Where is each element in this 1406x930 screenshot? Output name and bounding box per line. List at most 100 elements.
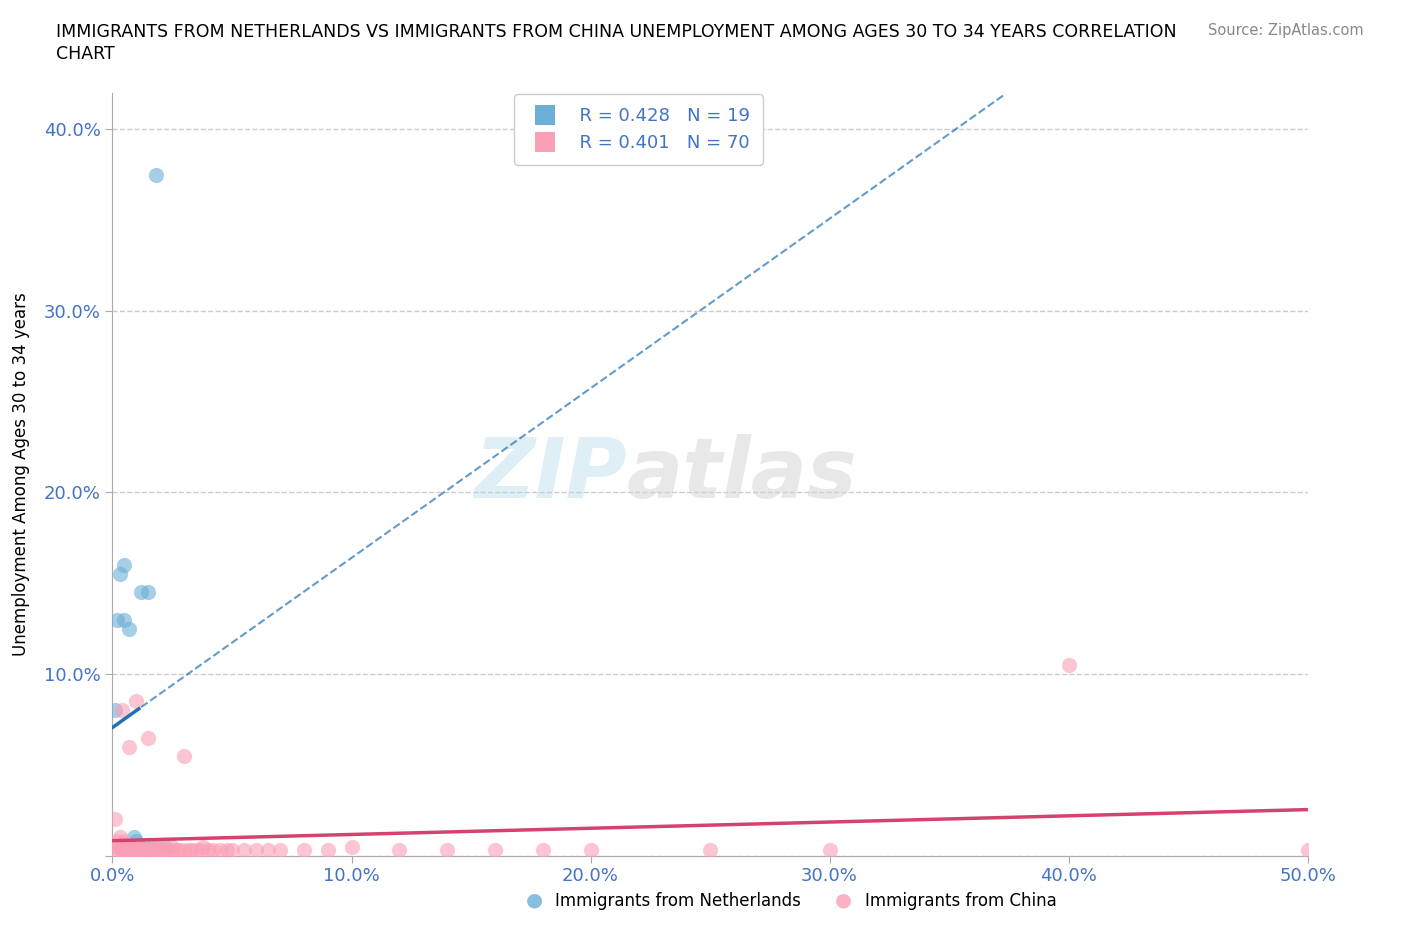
Point [145, 839, 167, 854]
Point [104, 839, 127, 854]
Point [111, 843, 134, 857]
Point [104, 703, 127, 718]
Point [197, 843, 219, 857]
Point [104, 812, 127, 827]
Text: Source: ZipAtlas.com: Source: ZipAtlas.com [1208, 23, 1364, 38]
Point [105, 843, 128, 857]
Point [579, 843, 602, 857]
Point [190, 843, 212, 857]
Point [128, 843, 150, 857]
Point [269, 843, 291, 857]
Point [118, 621, 141, 636]
Text: ●: ● [835, 891, 852, 910]
Point [180, 843, 202, 857]
Point [201, 843, 224, 857]
Point [125, 843, 148, 857]
Text: IMMIGRANTS FROM NETHERLANDS VS IMMIGRANTS FROM CHINA UNEMPLOYMENT AMONG AGES 30 : IMMIGRANTS FROM NETHERLANDS VS IMMIGRANT… [56, 23, 1177, 41]
Point [122, 830, 145, 844]
Point [166, 843, 188, 857]
Text: ●: ● [526, 891, 543, 910]
Y-axis label: Unemployment Among Ages 30 to 34 years: Unemployment Among Ages 30 to 34 years [11, 292, 30, 657]
Point [129, 585, 152, 600]
Point [162, 839, 183, 854]
Point [108, 566, 131, 581]
Point [105, 833, 128, 848]
Point [122, 843, 145, 857]
Point [436, 843, 458, 857]
Point [169, 843, 191, 857]
Text: Immigrants from Netherlands: Immigrants from Netherlands [555, 892, 801, 910]
Point [209, 843, 232, 857]
Point [115, 839, 138, 854]
Legend:   R = 0.428   N = 19,   R = 0.401   N = 70: R = 0.428 N = 19, R = 0.401 N = 70 [515, 95, 762, 165]
Point [121, 843, 143, 857]
Point [114, 843, 135, 857]
Point [114, 833, 135, 848]
Point [177, 843, 200, 857]
Text: ZIP: ZIP [474, 433, 627, 515]
Point [138, 585, 160, 600]
Point [138, 843, 160, 857]
Point [132, 839, 155, 854]
Point [233, 843, 256, 857]
Point [111, 839, 134, 854]
Point [388, 843, 411, 857]
Point [531, 843, 554, 857]
Point [125, 694, 148, 709]
Point [699, 843, 721, 857]
Point [129, 843, 152, 857]
Point [173, 749, 195, 764]
Point [121, 839, 143, 854]
Point [818, 843, 841, 857]
Point [484, 843, 506, 857]
Point [186, 843, 208, 857]
Point [118, 739, 141, 754]
Point [121, 839, 143, 854]
Point [111, 839, 134, 854]
Point [142, 839, 165, 854]
Point [149, 839, 172, 854]
Point [142, 843, 165, 857]
Point [139, 843, 162, 857]
Point [108, 843, 131, 857]
Point [115, 839, 138, 854]
Point [138, 730, 160, 745]
Point [156, 843, 179, 857]
Point [111, 703, 134, 718]
Point [340, 839, 363, 854]
Point [149, 843, 172, 857]
Point [292, 843, 315, 857]
Point [162, 843, 183, 857]
Point [125, 839, 148, 854]
Point [1057, 658, 1080, 672]
Point [108, 830, 131, 844]
Point [245, 843, 267, 857]
Point [108, 839, 131, 854]
Point [114, 558, 135, 573]
Point [257, 843, 280, 857]
Point [217, 843, 239, 857]
Point [115, 843, 138, 857]
Point [316, 843, 339, 857]
Point [153, 839, 176, 854]
Point [145, 843, 167, 857]
Point [128, 837, 150, 852]
Point [145, 167, 167, 182]
Point [114, 839, 135, 854]
Point [132, 843, 155, 857]
Point [193, 839, 215, 854]
Text: atlas: atlas [627, 433, 858, 515]
Point [118, 843, 141, 857]
Point [118, 839, 141, 854]
Point [173, 843, 195, 857]
Point [105, 612, 128, 627]
Text: Immigrants from China: Immigrants from China [865, 892, 1056, 910]
Point [146, 843, 169, 857]
Text: CHART: CHART [56, 45, 115, 62]
Point [125, 833, 148, 848]
Point [153, 843, 176, 857]
Point [1296, 843, 1319, 857]
Point [114, 612, 135, 627]
Point [221, 843, 243, 857]
Point [129, 839, 152, 854]
